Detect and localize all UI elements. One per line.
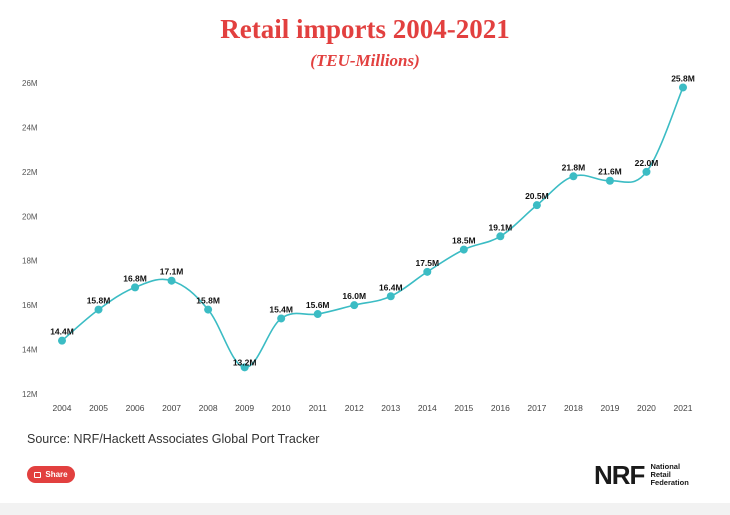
y-tick-label: 14M (22, 346, 38, 355)
data-label: 18.5M (452, 236, 476, 246)
data-point (240, 363, 249, 372)
data-label: 20.5M (525, 191, 549, 201)
logo-subtitle: National Retail Federation (650, 463, 688, 487)
data-point (642, 167, 651, 176)
data-point (459, 245, 468, 254)
data-points (58, 83, 687, 372)
chart-card: Retail imports 2004-2021 (TEU-Millions) … (0, 0, 730, 503)
x-tick-label: 2006 (126, 403, 145, 413)
data-label: 16.0M (342, 291, 366, 301)
y-tick-label: 24M (22, 123, 38, 132)
data-point (350, 301, 359, 310)
data-label: 13.2M (233, 357, 257, 367)
data-point (94, 305, 103, 314)
logo-line-1: National (650, 462, 681, 471)
data-label: 21.6M (598, 167, 622, 177)
x-tick-label: 2007 (162, 403, 181, 413)
data-label: 25.8M (671, 73, 695, 83)
data-label: 17.5M (415, 258, 439, 268)
x-tick-label: 2011 (309, 403, 328, 413)
y-tick-label: 22M (22, 168, 38, 177)
y-axis: 12M 14M 16M 18M 20M 22M 24M 26M (22, 79, 38, 399)
x-tick-label: 2009 (235, 403, 254, 413)
data-point (313, 310, 322, 319)
data-point (532, 201, 541, 210)
data-point (204, 305, 213, 314)
logo-mark: NRF (594, 460, 645, 490)
share-label: Share (45, 470, 68, 479)
data-label: 21.8M (562, 162, 586, 172)
x-tick-label: 2020 (637, 403, 656, 413)
share-icon (34, 471, 42, 478)
data-label: 15.8M (196, 296, 220, 306)
share-button[interactable]: Share (27, 466, 75, 483)
data-label: 14.4M (50, 327, 74, 337)
x-tick-label: 2018 (564, 403, 583, 413)
y-tick-label: 12M (22, 390, 38, 399)
chart-subtitle: (TEU-Millions) (310, 51, 420, 70)
x-tick-label: 2008 (199, 403, 218, 413)
data-point (569, 172, 578, 181)
x-tick-label: 2005 (89, 403, 108, 413)
data-point (496, 232, 505, 241)
y-tick-label: 16M (22, 301, 38, 310)
x-tick-label: 2014 (418, 403, 437, 413)
data-label: 15.4M (269, 304, 293, 314)
chart-title: Retail imports 2004-2021 (220, 14, 510, 44)
data-label: 19.1M (489, 222, 513, 232)
x-tick-label: 2021 (674, 403, 693, 413)
series-line (61, 87, 684, 369)
data-point (605, 176, 614, 185)
x-tick-label: 2004 (53, 403, 72, 413)
data-label: 15.6M (306, 300, 330, 310)
x-tick-label: 2017 (527, 403, 546, 413)
data-label: 22.0M (635, 158, 659, 168)
data-point (58, 336, 66, 345)
logo-line-3: Federation (650, 478, 689, 487)
y-tick-label: 18M (22, 257, 38, 266)
x-tick-label: 2015 (454, 403, 473, 413)
data-label: 16.8M (123, 273, 147, 283)
data-point (131, 283, 140, 292)
source-note: Source: NRF/Hackett Associates Global Po… (27, 432, 320, 446)
x-tick-label: 2013 (381, 403, 400, 413)
data-point (423, 267, 432, 276)
data-point (167, 276, 176, 285)
data-labels: 14.4M 15.8M 16.8M 17.1M 15.8M 13.2M 15.4M 15.6M… (50, 73, 695, 367)
x-tick-label: 2016 (491, 403, 510, 413)
data-point (277, 314, 286, 323)
data-label: 16.4M (379, 282, 403, 292)
data-point (679, 83, 687, 92)
y-tick-label: 20M (22, 212, 38, 221)
data-label: 15.8M (87, 296, 111, 306)
logo-line-2: Retail (650, 470, 671, 479)
x-tick-label: 2019 (600, 403, 619, 413)
data-label: 17.1M (160, 267, 184, 277)
x-axis: 2004 2005 2006 2007 2008 2009 2010 2011 2012 2013… (53, 403, 693, 413)
x-tick-label: 2012 (345, 403, 364, 413)
y-tick-label: 26M (22, 79, 38, 88)
nrf-logo: NRF National Retail Federation (594, 460, 689, 490)
data-point (386, 292, 395, 301)
x-tick-label: 2010 (272, 403, 291, 413)
